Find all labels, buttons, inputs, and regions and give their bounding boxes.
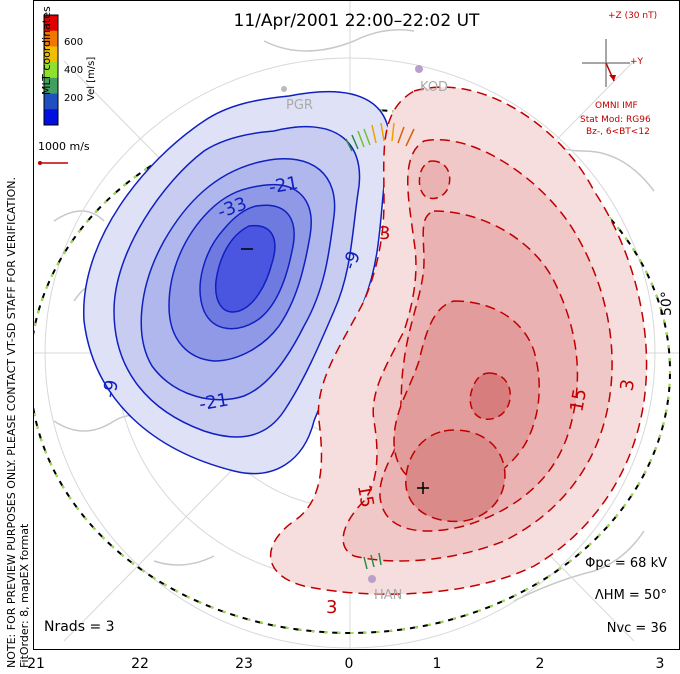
imf-clock [582, 39, 630, 87]
mlt-tick: 23 [235, 656, 253, 672]
colorbar-swatch [44, 77, 58, 95]
n-vc: Nvc = 36 [606, 621, 667, 636]
contour-label: 15 [566, 387, 591, 413]
contour-label: 3 [326, 597, 337, 618]
negative-cell [83, 91, 391, 475]
mlt-tick: 2 [535, 656, 545, 672]
positive-cell [269, 86, 648, 595]
bz-condition-label: Bz-, 6<BT<12 [586, 127, 650, 137]
station-han: HAN [374, 588, 402, 603]
map-title: 11/Apr/2001 22:00–22:02 UT [233, 11, 480, 31]
colorbar-title: Vel [m/s] [86, 56, 97, 101]
imf-top-label: +Z (30 nT) [608, 11, 658, 21]
colorbar-swatch [44, 15, 58, 32]
colorbar-tick: 400 [64, 65, 84, 76]
contour-label: 15 [353, 483, 378, 509]
colorbar-swatch [44, 30, 58, 47]
colorbar-tick: 200 [64, 93, 84, 104]
mlt-label: MLT coordinates [40, 6, 53, 95]
stations: PGR KOD HAN [281, 65, 448, 603]
map-frame: -33 -21 -9 -21 -9 3 15 3 15 3 PGR KOD HA… [33, 0, 680, 650]
contour-label: -21 [267, 173, 300, 199]
preview-note: NOTE: FOR PREVIEW PURPOSES ONLY. PLEASE … [5, 28, 31, 668]
contour-label: 3 [616, 378, 639, 393]
contour-labels-negative: -33 -21 -9 -21 -9 [99, 173, 365, 416]
colorbar-swatch [44, 62, 58, 79]
station-pgr: PGR [286, 98, 313, 113]
latitude-label: 50° [659, 291, 675, 316]
velocity-vectors [345, 122, 415, 570]
mlt-tick: 1 [432, 656, 442, 672]
imf-model-label: OMNI IMF [595, 101, 638, 111]
mlt-axis: 21 22 23 0 1 2 3 [0, 650, 680, 674]
velocity-scale-label: 1000 m/s [38, 140, 90, 153]
imf-right-label: +Y [630, 57, 644, 67]
contour-label: -9 [99, 378, 123, 399]
colorbar-swatch [44, 46, 58, 63]
stat-model-label: Stat Mod: RG96 [580, 115, 651, 125]
preview-note-line2: FitOrder: 8, mapEX format [18, 523, 31, 668]
station-kod: KOD [420, 80, 448, 95]
colorbar-swatch [44, 93, 58, 110]
n-rads: Nrads = 3 [44, 619, 115, 635]
contour-label: 3 [379, 223, 390, 244]
colorbar [43, 14, 59, 126]
preview-note-line1: NOTE: FOR PREVIEW PURPOSES ONLY. PLEASE … [5, 176, 18, 668]
convection-map: -33 -21 -9 -21 -9 3 15 3 15 3 PGR KOD HA… [34, 1, 679, 649]
phi-pc: Φpc = 68 kV [585, 556, 667, 571]
lambda-hm: ΛHM = 50° [594, 588, 667, 603]
mlt-tick: 0 [344, 656, 354, 672]
contour-label: -21 [198, 390, 231, 416]
mlt-tick: 22 [131, 656, 149, 672]
contour-labels-positive: 3 15 3 15 3 [326, 223, 639, 618]
colorbar-swatch [44, 109, 58, 126]
colorbar-tick: 600 [64, 37, 84, 48]
mlt-tick: 3 [655, 656, 665, 672]
mlt-tick: 21 [27, 656, 45, 672]
